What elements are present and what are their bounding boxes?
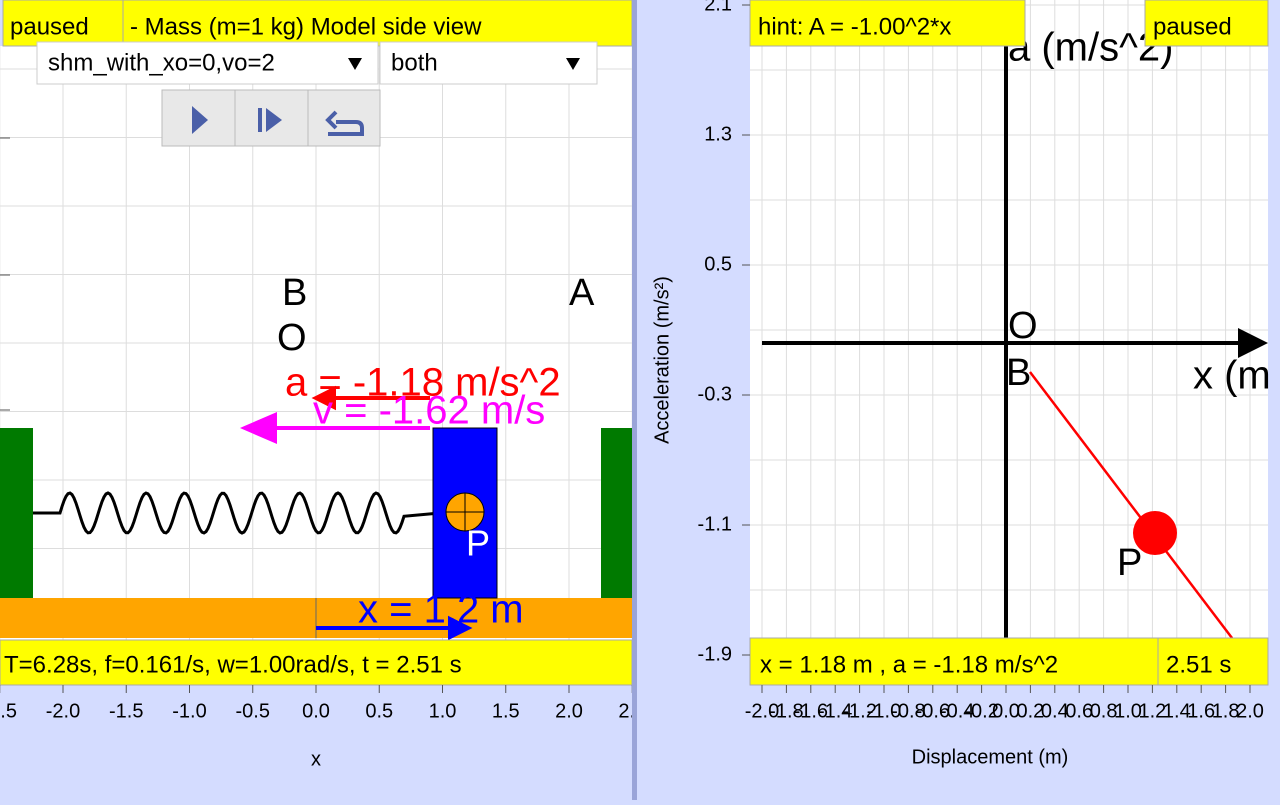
x-tick-label: 1.4: [1163, 700, 1191, 722]
axis-arrow: [1238, 328, 1268, 358]
wall: [0, 428, 33, 598]
x-tick-label: -1.6: [794, 700, 828, 722]
left-panel: paused - Mass (m=1 kg) Model side view s…: [0, 0, 646, 770]
x-tick-label: 0.0: [992, 700, 1020, 722]
play-button[interactable]: [161, 89, 236, 147]
x-tick-label: 0.5: [365, 700, 393, 722]
view-dropdown[interactable]: both: [379, 41, 598, 85]
displacement-arrow: [316, 615, 473, 641]
status-bar: [0, 639, 632, 686]
point-label: P: [1117, 542, 1142, 584]
y-tick-label: 2.1: [704, 0, 732, 15]
step-button[interactable]: [234, 89, 309, 147]
step-icon[interactable]: [266, 108, 282, 132]
readout-box: [749, 637, 1159, 686]
hint-box: [749, 0, 1026, 47]
x-tick-label: 1.0: [429, 700, 457, 722]
step-icon[interactable]: [258, 108, 262, 132]
x-tick-label: 1.2: [1138, 700, 1166, 722]
title-box: [122, 0, 632, 47]
divider: [632, 0, 637, 800]
reset-button[interactable]: [307, 89, 381, 147]
readout: x = 1.18 m , a = -1.18 m/s^2: [760, 651, 1058, 678]
x-axis-end-label: x (m: [1193, 354, 1271, 398]
y-tick-label: -1.1: [698, 513, 732, 535]
point-label: B: [1006, 352, 1031, 394]
trace: [1029, 371, 1233, 639]
acceleration-arrow: [311, 385, 430, 411]
x-tick-label: -0.8: [891, 700, 925, 722]
dropdown-value[interactable]: shm_with_xo=0,vo=2: [48, 49, 275, 76]
hint: hint: A = -1.00^2*x: [758, 13, 951, 40]
status-box: [1144, 0, 1269, 47]
x-tick-label: -0.4: [940, 700, 974, 722]
x-tick-label: -0.5: [236, 700, 270, 722]
wall: [601, 428, 632, 598]
y-tick-label: 0.5: [704, 253, 732, 275]
spring: [33, 491, 441, 535]
status-box: [2, 0, 124, 47]
status: paused: [10, 13, 89, 40]
reset-icon[interactable]: [325, 110, 364, 136]
x-tick-label: 1.6: [1187, 700, 1215, 722]
x-tick-label: -2.0: [745, 700, 779, 722]
x-tick-label: 1.0: [1114, 700, 1142, 722]
dropdown-value[interactable]: both: [391, 49, 438, 76]
time: 2.51 s: [1166, 651, 1231, 678]
point-label: O: [277, 317, 307, 359]
right-plot: [750, 0, 1268, 640]
x-tick-label: 1.8: [1212, 700, 1240, 722]
x-tick-label: -1.0: [867, 700, 901, 722]
x-tick-label: 2.5: [618, 700, 646, 722]
y-tick-label: -0.3: [698, 383, 732, 405]
time-box: [1157, 637, 1269, 686]
x-tick-label: 0.0: [302, 700, 330, 722]
y-tick-label: 1.3: [704, 123, 732, 145]
point-label: O: [1008, 305, 1038, 347]
x-tick-label: -2.5: [0, 700, 17, 722]
x-axis-label: x: [311, 748, 321, 770]
displacement-label: x = 1.2 m: [358, 588, 524, 632]
x-tick-label: -1.4: [818, 700, 852, 722]
x-tick-label: 0.4: [1041, 700, 1069, 722]
point-label: B: [282, 272, 307, 314]
x-tick-label: -1.5: [109, 700, 143, 722]
point-label: A: [569, 272, 595, 314]
dropdown-arrow[interactable]: [348, 58, 362, 70]
y-axis-label: Acceleration (m/s²): [651, 276, 673, 444]
velocity-arrow: [239, 411, 430, 445]
center-cross: [446, 493, 484, 531]
model-dropdown[interactable]: shm_with_xo=0,vo=2: [36, 41, 379, 85]
point-label: P: [466, 523, 490, 564]
x-tick-label: 0.6: [1065, 700, 1093, 722]
x-tick-label: -0.2: [964, 700, 998, 722]
x-tick-label: -0.6: [916, 700, 950, 722]
velocity-label: v = -1.62 m/s: [313, 389, 545, 433]
x-tick-label: -1.8: [769, 700, 803, 722]
x-tick-label: 2.0: [1236, 700, 1264, 722]
point-marker: [1133, 511, 1177, 555]
button[interactable]: [307, 89, 381, 147]
dropdown-arrow[interactable]: [566, 58, 580, 70]
x-tick-label: -1.0: [172, 700, 206, 722]
x-tick-label: 0.8: [1090, 700, 1118, 722]
x-axis-label: Displacement (m): [912, 746, 1069, 768]
y-tick-label: -1.9: [698, 643, 732, 665]
dropdown-box[interactable]: [36, 41, 379, 85]
x-tick-label: -2.0: [46, 700, 80, 722]
play-icon[interactable]: [192, 106, 208, 134]
x-tick-label: -1.2: [842, 700, 876, 722]
acceleration-label: a = -1.18 m/s^2: [285, 361, 561, 405]
x-tick-label: 0.2: [1016, 700, 1044, 722]
status-text: T=6.28s, f=0.161/s, w=1.00rad/s, t = 2.5…: [4, 651, 462, 678]
x-tick-label: 2.0: [555, 700, 583, 722]
status: paused: [1153, 13, 1232, 40]
dropdown-box[interactable]: [379, 41, 598, 85]
x-tick-label: 1.5: [492, 700, 520, 722]
title: - Mass (m=1 kg) Model side view: [130, 13, 482, 40]
